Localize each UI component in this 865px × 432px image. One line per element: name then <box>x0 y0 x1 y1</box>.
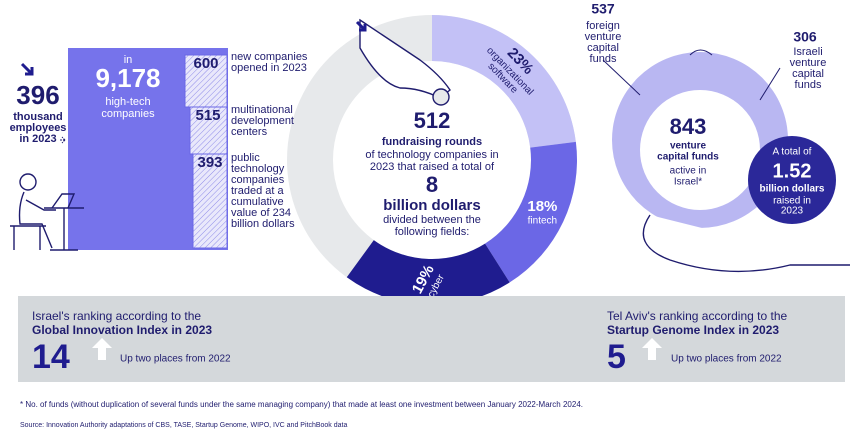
pointer-line <box>602 59 641 96</box>
label: traded at a <box>231 185 284 197</box>
rank-number: 5 <box>607 338 626 376</box>
label: companies <box>231 174 285 186</box>
label: new companies <box>231 51 308 63</box>
label: raised in <box>773 196 811 207</box>
rankings-band <box>18 296 845 382</box>
big-number: 306 <box>793 29 817 45</box>
person-illustration <box>10 173 84 251</box>
label: following fields: <box>395 226 470 238</box>
label: Up two places from 2022 <box>120 354 231 365</box>
label: billion dollars <box>231 218 295 230</box>
label: high-tech <box>105 96 150 108</box>
label: opened in 2023 <box>231 62 307 74</box>
fund-bag-inner <box>640 90 760 210</box>
big-number: 512 <box>414 108 451 133</box>
label: thousand <box>13 111 63 123</box>
label: value of 234 <box>231 207 291 219</box>
label: foreign <box>586 20 620 32</box>
hand-illustration <box>642 214 850 273</box>
label: Global Innovation Index in 2023 <box>32 323 212 337</box>
breakdown-number: 393 <box>197 154 222 171</box>
big-number: 396 <box>16 80 59 110</box>
label: centers <box>231 126 268 138</box>
label: Israeli <box>793 46 822 58</box>
label: Israel* <box>674 177 702 188</box>
big-number: 1.52 <box>773 160 812 182</box>
label: 2023 <box>781 206 804 217</box>
dev-centers-box <box>189 106 228 155</box>
label: public <box>231 152 260 164</box>
label: billion dollars <box>759 184 824 195</box>
label: capital <box>587 42 619 54</box>
label: Israel's ranking according to the <box>32 309 201 323</box>
label: billion dollars <box>383 197 481 214</box>
label: companies <box>101 108 155 120</box>
label: in <box>124 54 133 66</box>
label: technology <box>231 163 285 175</box>
label: multinational <box>231 104 293 116</box>
label: Tel Aviv's ranking according to the <box>607 309 787 323</box>
label: Startup Genome Index in 2023 <box>607 323 779 337</box>
label: Up two places from 2022 <box>671 354 782 365</box>
label: of technology companies in <box>365 149 498 161</box>
segment-value: 18% <box>527 198 557 215</box>
donut-segment <box>485 141 578 283</box>
label: venture <box>790 57 827 69</box>
label: capital funds <box>657 152 719 163</box>
label: cumulative <box>231 196 284 208</box>
segment-label: fintech <box>528 216 557 227</box>
arrow-icon <box>20 62 34 76</box>
breakdown-number: 515 <box>195 107 220 124</box>
label: fundraising rounds <box>382 136 482 148</box>
bag-knot <box>689 49 713 56</box>
raised-circle <box>748 136 836 224</box>
label: funds <box>795 79 822 91</box>
label: A total of <box>773 147 812 158</box>
label: capital <box>792 68 824 80</box>
big-number: 8 <box>426 172 438 197</box>
donut-chart: 23%organizationalsoftware18%fintech19%cy… <box>287 15 578 305</box>
pointer-line <box>759 67 781 101</box>
big-number: 9,178 <box>95 63 160 93</box>
new-companies-box <box>184 54 228 108</box>
up-arrow <box>642 338 662 360</box>
label: venture <box>670 141 707 152</box>
label: funds <box>590 53 617 65</box>
big-number: 843 <box>670 114 707 139</box>
public-companies-box <box>192 153 228 249</box>
footnote: * No. of funds (without duplication of s… <box>20 400 583 409</box>
label: 2023 that raised a total of <box>370 161 495 173</box>
source: Source: Innovation Authority adaptations… <box>20 422 347 429</box>
label: venture <box>585 31 622 43</box>
donut-segment <box>346 240 510 305</box>
hand-coin-illustration <box>355 18 451 106</box>
label: in 2023 <box>19 133 56 145</box>
big-number: 537 <box>591 1 615 17</box>
up-arrow <box>92 338 112 360</box>
breakdown-number: 600 <box>193 55 218 72</box>
rank-number: 14 <box>32 338 70 376</box>
pointer <box>60 136 66 144</box>
donut-segment <box>432 15 576 148</box>
label: employees <box>10 122 67 134</box>
label: active in <box>670 166 707 177</box>
label: development <box>231 115 294 127</box>
label: divided between the <box>383 214 481 226</box>
